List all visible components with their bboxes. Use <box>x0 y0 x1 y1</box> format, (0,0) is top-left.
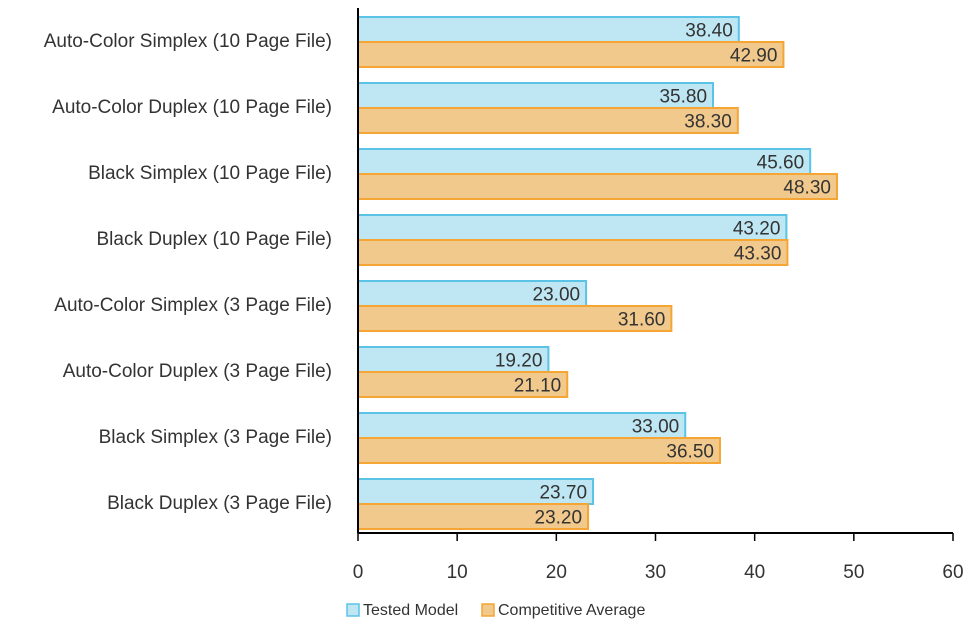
category-label: Black Simplex (3 Page File) <box>99 427 332 448</box>
data-label: 48.30 <box>783 178 831 199</box>
x-tick-label: 10 <box>447 562 468 583</box>
data-label: 36.50 <box>666 442 714 463</box>
data-label: 35.80 <box>659 87 707 108</box>
x-tick-label: 60 <box>942 562 963 583</box>
category-label: Auto-Color Simplex (3 Page File) <box>54 295 332 316</box>
bar-competitive-average <box>357 173 838 200</box>
bar-competitive-average <box>357 437 721 464</box>
category-label: Black Simplex (10 Page File) <box>88 163 332 184</box>
bar-competitive-average <box>357 107 739 134</box>
x-tick-label: 30 <box>645 562 666 583</box>
data-label: 23.00 <box>533 285 581 306</box>
bar-tested-model <box>357 148 812 175</box>
bar-competitive-average <box>357 305 673 332</box>
legend-competitive-average-label: Competitive Average <box>498 602 645 619</box>
legend-tested-model-swatch <box>346 603 360 617</box>
legend-competitive-average-swatch <box>481 603 495 617</box>
data-label: 23.20 <box>535 508 583 529</box>
x-tick-label: 50 <box>843 562 864 583</box>
legend-tested-model-label: Tested Model <box>363 602 458 619</box>
bar-tested-model <box>357 16 740 43</box>
data-label: 38.30 <box>684 112 732 133</box>
data-label: 33.00 <box>632 417 680 438</box>
category-label: Black Duplex (10 Page File) <box>97 229 333 250</box>
category-label: Auto-Color Duplex (10 Page File) <box>52 97 332 118</box>
data-label: 23.70 <box>539 483 587 504</box>
bar-tested-model <box>357 346 550 373</box>
x-tick-label: 40 <box>744 562 765 583</box>
data-label: 19.20 <box>495 351 543 372</box>
category-label: Black Duplex (3 Page File) <box>107 493 332 514</box>
data-label: 38.40 <box>685 21 733 42</box>
data-label: 42.90 <box>730 46 778 67</box>
data-label: 31.60 <box>618 310 666 331</box>
category-label: Auto-Color Simplex (10 Page File) <box>44 31 332 52</box>
bar-competitive-average <box>357 239 789 266</box>
bar-competitive-average <box>357 371 569 398</box>
x-tick-label: 20 <box>546 562 567 583</box>
x-tick-label: 0 <box>353 562 364 583</box>
data-label: 43.20 <box>733 219 781 240</box>
bar-competitive-average <box>357 41 785 68</box>
data-label: 21.10 <box>514 376 562 397</box>
data-label: 43.30 <box>734 244 782 265</box>
category-label: Auto-Color Duplex (3 Page File) <box>63 361 332 382</box>
data-label: 45.60 <box>757 153 805 174</box>
bar-tested-model <box>357 214 788 241</box>
